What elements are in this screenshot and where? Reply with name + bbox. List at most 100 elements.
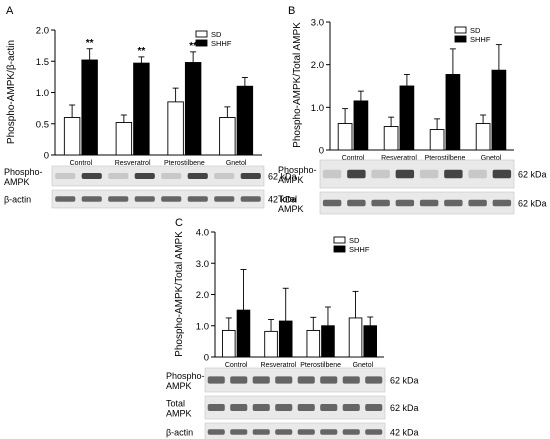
y-tick-label: 1.0 [311,103,324,114]
x-tick-label: Resveratrol [381,155,417,162]
y-tick-label: 1.0 [36,88,49,99]
blot-band [81,173,102,179]
blot-label: Total AMPK [166,399,192,419]
blot-strip [204,422,386,439]
blot-band [214,173,235,179]
blot-band [322,199,342,207]
x-tick-label: Pterostilbene [164,160,205,167]
blot-band [230,404,248,411]
significance-marker: ** [137,46,145,57]
bar-shhf [81,59,98,156]
x-tick-label: Resveratrol [115,160,151,167]
x-tick-label: Gnetol [226,160,247,167]
blot-band [252,404,270,411]
panel-letter: B [288,5,295,17]
blot-band [419,199,439,207]
blot-label: β-actin [4,195,31,205]
y-tick-label: 0.5 [36,119,49,130]
blot-label: Phospho-AMPK [4,167,43,187]
blot-band [187,196,208,202]
blot-band [444,169,463,179]
blot-band [108,173,129,179]
bar-sd [264,330,278,358]
legend-swatch [195,30,208,38]
bar-shhf [363,325,378,358]
bar-shhf [184,62,202,156]
blot-band [365,376,383,384]
x-tick-label: Gnetol [353,362,374,369]
legend-swatch [333,245,346,253]
blot-band [320,429,338,435]
blot-band [297,429,315,435]
legend-label: SD [211,30,222,39]
blot-band [207,429,225,435]
blot-band [252,429,270,435]
blot-band [214,196,235,202]
blot-band [365,404,383,411]
bar-shhf [445,74,461,151]
blot-band [297,404,315,411]
blot-band [230,429,248,435]
blot-label: Phospho-AMPK [166,371,205,391]
bar-sd [337,123,353,151]
blot-band [134,173,155,179]
bar-sd [219,117,236,156]
bar-shhf [399,85,415,151]
blot-label: Total AMPK [278,194,304,214]
blot-band [275,376,293,384]
y-tick-label: 2.0 [196,290,209,301]
blot-band [342,404,360,411]
blot-strip [51,165,265,187]
blot-band [371,169,390,179]
molecular-weight-label: 62 kDa [268,172,297,182]
legend-swatch [333,236,346,244]
y-tick-label: 0 [204,353,209,364]
y-tick-label: 0 [319,146,324,157]
blot-band [134,196,155,202]
blot-band [468,199,487,207]
blot-band [240,173,261,179]
bar-shhf [236,85,254,156]
x-tick-label: Control [342,155,365,162]
legend-label: SD [470,26,481,35]
blot-band [320,376,338,384]
y-tick-label: 2.0 [311,60,324,71]
bar-shhf [321,325,335,358]
y-tick-label: 4.0 [196,228,209,239]
x-tick-label: Resveratrol [260,362,296,369]
bar-sd [63,117,81,156]
blot-band [492,169,512,179]
legend-swatch [195,39,208,47]
blot-strip [319,191,515,215]
bar-sd [221,329,236,358]
blot-strip [51,189,265,209]
blot-band [207,376,225,384]
legend-label: SHHF [211,39,232,48]
blot-label: Phospho-AMPK [278,165,317,185]
x-tick-label: Pterostilbene [425,155,466,162]
legend-label: SD [349,236,360,245]
legend-label: SHHF [349,245,370,254]
bar-shhf [353,100,369,151]
blot-band [240,196,261,202]
x-tick-label: Control [225,362,248,369]
blot-band [322,169,342,179]
blot-band [275,404,293,411]
blot-band [81,196,102,202]
y-axis-label: Phospho-AMPK/Total AMPK [174,231,185,357]
panel-letter: C [175,217,183,229]
y-tick-label: 3.0 [196,259,209,270]
bar-sd [348,317,363,358]
blot-band [347,169,366,179]
blot-band [347,199,366,207]
bar-sd [383,126,399,151]
blot-band [187,173,208,179]
bar-shhf [236,309,251,358]
x-tick-label: Gnetol [481,155,502,162]
molecular-weight-label: 62 kDa [518,170,547,180]
bar-sd [429,129,445,151]
blot-band [492,199,512,207]
bar-sd [475,123,491,151]
molecular-weight-label: 62 kDa [518,199,547,209]
